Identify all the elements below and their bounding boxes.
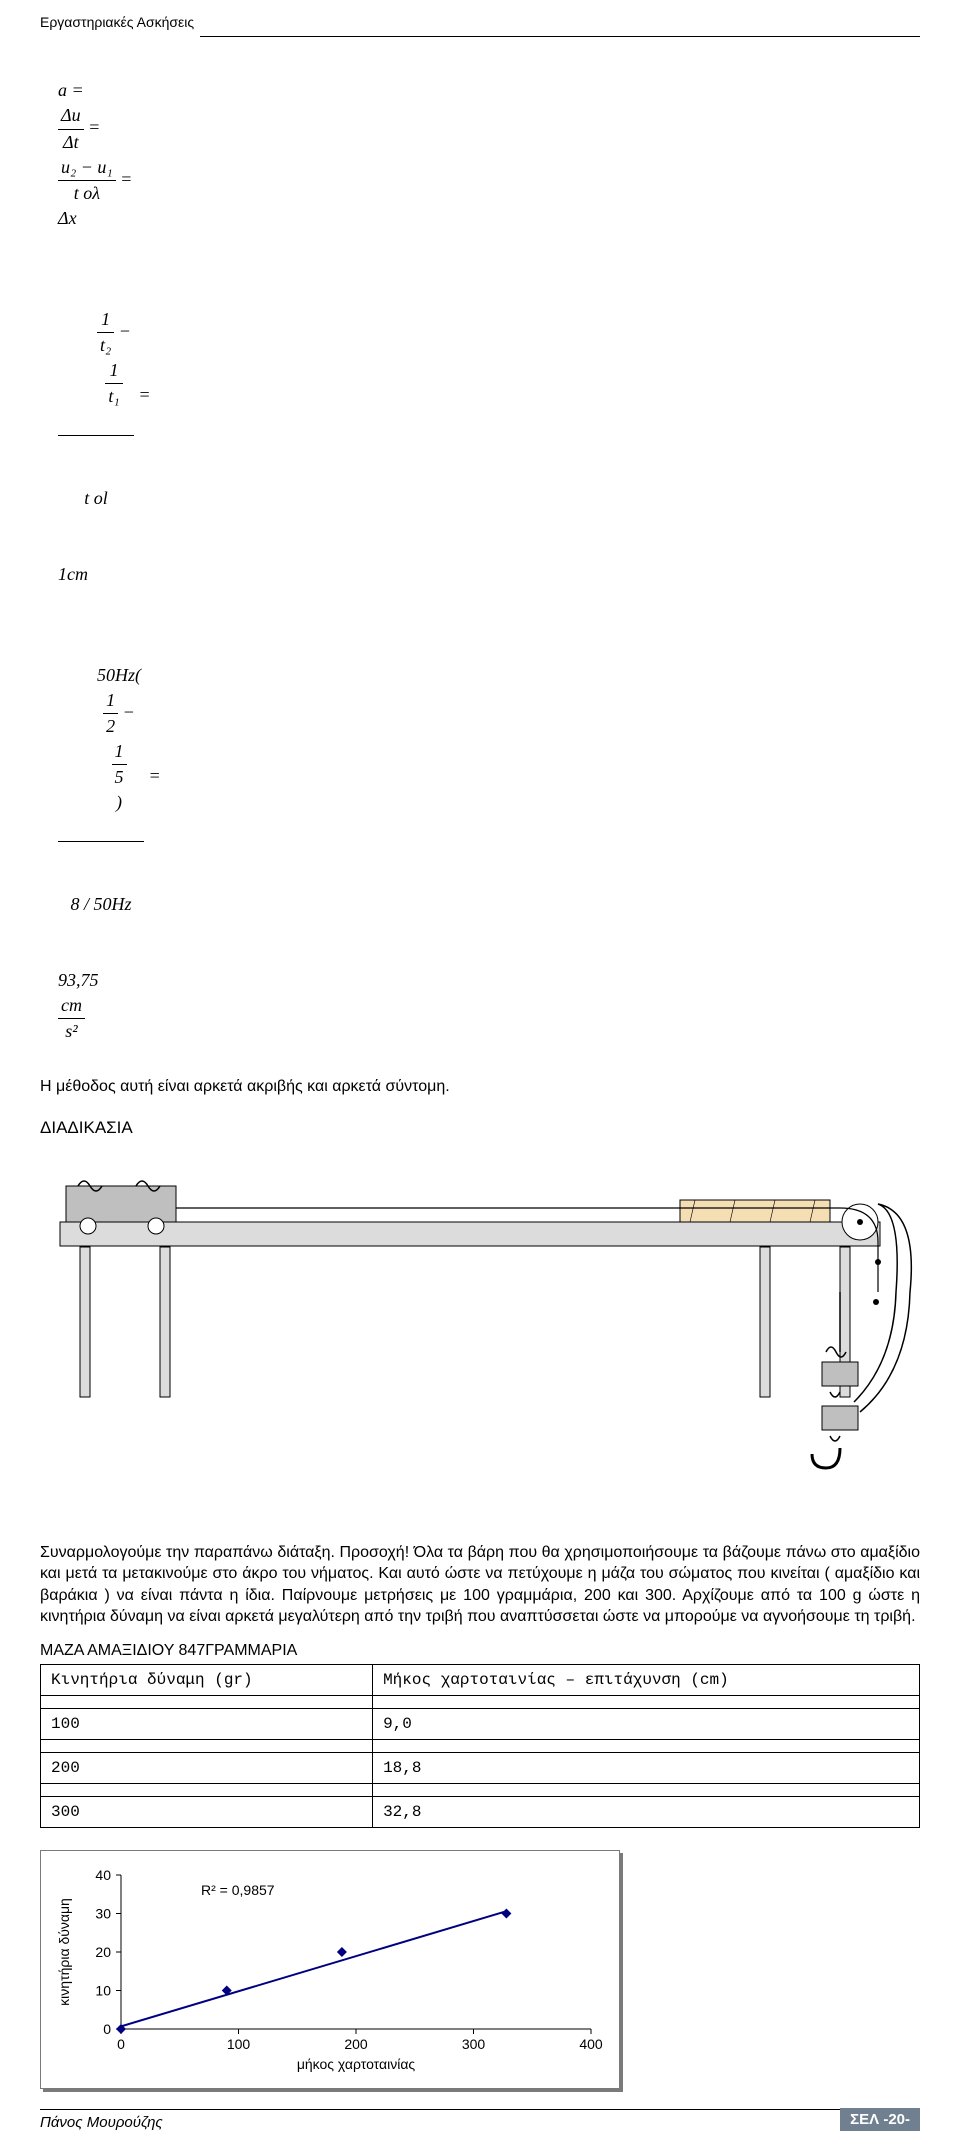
eq3b-d: t₁ (105, 384, 122, 409)
svg-text:30: 30 (95, 1905, 111, 1921)
svg-text:κινητήρια δύναμη: κινητήρια δύναμη (56, 1898, 72, 2006)
eq4-pre2: 50Hz( (97, 665, 141, 685)
svg-text:100: 100 (227, 2036, 251, 2052)
svg-text:R² = 0,9857: R² = 0,9857 (201, 1882, 275, 1898)
table-row: 100 9,0 (41, 1708, 920, 1739)
svg-text:μήκος χαρτοταινίας: μήκος χαρτοταινίας (297, 2056, 416, 2072)
svg-text:400: 400 (579, 2036, 603, 2052)
eq4b-n: 1 (112, 739, 127, 765)
eq2-den: t ολ (74, 183, 100, 203)
eq-lhs: a (58, 80, 67, 100)
table-row: 200 18,8 (41, 1752, 920, 1783)
eq3-den: t ol (58, 486, 134, 511)
footer-author: Πάνος Μουρούζης (40, 2114, 163, 2131)
page-number-badge: ΣΕΛ -20- (840, 2108, 920, 2131)
eq4b-d: 5 (112, 765, 127, 790)
eq-frac2: u₂ − u₁ t ολ (58, 155, 116, 206)
apparatus-svg (40, 1152, 920, 1522)
eq3b-n: 1 (105, 358, 122, 384)
eq4a-n: 1 (103, 688, 118, 714)
acceleration-equation: a = ΔuΔt = u₂ − u₁t ολ = Δx 1t₂ − 1t₁ t … (40, 53, 920, 1070)
eq-frac3: 1t₂ − 1t₁ t ol (58, 231, 134, 561)
svg-text:20: 20 (95, 1944, 111, 1960)
cell-force: 300 (41, 1796, 373, 1827)
scatter-chart: 0102030400100200300400R² = 0,9857μήκος χ… (51, 1865, 611, 2075)
header-underline (200, 36, 920, 37)
svg-text:0: 0 (103, 2021, 111, 2037)
apparatus-diagram (40, 1152, 920, 1522)
col-header-force: Κινητήρια δύναμη (gr) (41, 1664, 373, 1695)
page-footer: Πάνος Μουρούζης ΣΕΛ -20- (40, 2108, 920, 2131)
cell-length: 32,8 (373, 1796, 920, 1827)
eq3-pre: Δx (58, 208, 77, 228)
eq4a-d: 2 (103, 714, 118, 739)
data-table: Κινητήρια δύναμη (gr) Μήκος χαρτοταινίας… (40, 1664, 920, 1828)
eq3a-d: t₂ (97, 333, 114, 358)
svg-text:300: 300 (462, 2036, 486, 2052)
table-header-row: Κινητήρια δύναμη (gr) Μήκος χαρτοταινίας… (41, 1664, 920, 1695)
eq1-den: Δt (63, 132, 79, 152)
header-label: Εργαστηριακές Ασκήσεις (40, 14, 920, 30)
eq-result-val: 93,75 (58, 970, 99, 990)
eq4-pre: 1cm (58, 564, 88, 584)
unit-den: s² (58, 1019, 85, 1044)
eq1-num: Δu (61, 105, 81, 125)
eq-frac4: 50Hz( 12 − 15 ) 8 / 50Hz (58, 587, 144, 968)
method-line: Η μέθοδος αυτή είναι αρκετά ακριβής και … (40, 1078, 920, 1096)
cell-force: 100 (41, 1708, 373, 1739)
col-header-length: Μήκος χαρτοταινίας – επιτάχυνση (cm) (373, 1664, 920, 1695)
eq4-den: 8 / 50Hz (58, 892, 144, 917)
cell-length: 18,8 (373, 1752, 920, 1783)
svg-text:200: 200 (344, 2036, 368, 2052)
svg-text:0: 0 (117, 2036, 125, 2052)
cell-length: 9,0 (373, 1708, 920, 1739)
cell-force: 200 (41, 1752, 373, 1783)
chart-panel: 0102030400100200300400R² = 0,9857μήκος χ… (40, 1850, 620, 2089)
svg-text:40: 40 (95, 1867, 111, 1883)
eq3a-n: 1 (97, 307, 114, 333)
eq2-num: u₂ − u₁ (61, 157, 113, 177)
unit-num: cm (58, 993, 85, 1019)
eq-frac1: Δu Δt (58, 103, 84, 154)
table-row: 300 32,8 (41, 1796, 920, 1827)
svg-text:10: 10 (95, 1982, 111, 1998)
mass-caption: ΜΑΖΑ ΑΜΑΞΙΔΙΟΥ 847ΓΡΑΜΜΑΡΙΑ (40, 1642, 920, 1660)
eq4-post: ) (116, 792, 122, 812)
page: Εργαστηριακές Ασκήσεις a = ΔuΔt = u₂ − u… (0, 0, 960, 2149)
body-text: Συναρμολογούμε την παραπάνω διάταξη. Προ… (40, 1542, 920, 1628)
eq-unit: cms² (58, 993, 85, 1044)
section-title: ΔΙΑΔΙΚΑΣΙΑ (40, 1118, 920, 1138)
